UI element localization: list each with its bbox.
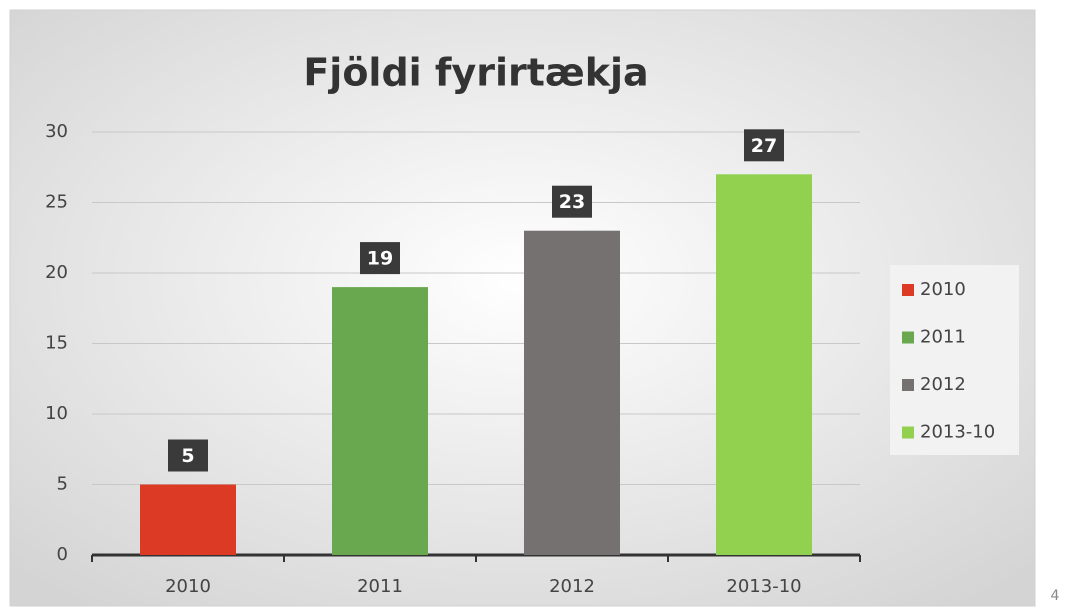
data-label-box bbox=[744, 129, 784, 162]
legend-label: 2012 bbox=[920, 374, 966, 395]
legend-box bbox=[890, 265, 1019, 455]
data-label: 23 bbox=[559, 191, 585, 213]
x-tick-label: 2011 bbox=[357, 576, 403, 597]
y-tick-label: 15 bbox=[45, 333, 68, 354]
y-tick-label: 25 bbox=[45, 192, 68, 213]
data-label-box bbox=[360, 242, 400, 275]
y-tick-label: 10 bbox=[45, 403, 68, 424]
y-tick-label: 5 bbox=[57, 474, 68, 495]
x-tick-label: 2010 bbox=[165, 576, 211, 597]
data-label: 19 bbox=[367, 248, 393, 270]
data-label: 5 bbox=[181, 445, 194, 467]
data-label: 27 bbox=[751, 135, 777, 157]
legend-label: 2010 bbox=[920, 279, 966, 300]
x-tick-label: 2013-10 bbox=[726, 576, 801, 597]
y-tick-label: 20 bbox=[45, 262, 68, 283]
slide-number: 4 bbox=[1051, 588, 1060, 604]
bar bbox=[524, 230, 620, 555]
bar bbox=[716, 174, 812, 556]
chart-title: Fjöldi fyrirtækja bbox=[303, 51, 648, 95]
data-label-box bbox=[552, 185, 592, 218]
legend-swatch bbox=[902, 331, 914, 344]
legend-swatch bbox=[902, 284, 914, 296]
legend-swatch bbox=[902, 379, 914, 391]
legend-label: 2013-10 bbox=[920, 422, 995, 443]
bar bbox=[332, 287, 428, 555]
y-tick-label: 30 bbox=[45, 121, 68, 142]
bar bbox=[140, 484, 236, 555]
y-tick-label: 0 bbox=[57, 544, 68, 565]
data-label-box bbox=[168, 439, 208, 472]
x-tick-label: 2012 bbox=[549, 576, 595, 597]
legend-swatch bbox=[902, 426, 914, 439]
legend-label: 2011 bbox=[920, 327, 966, 348]
